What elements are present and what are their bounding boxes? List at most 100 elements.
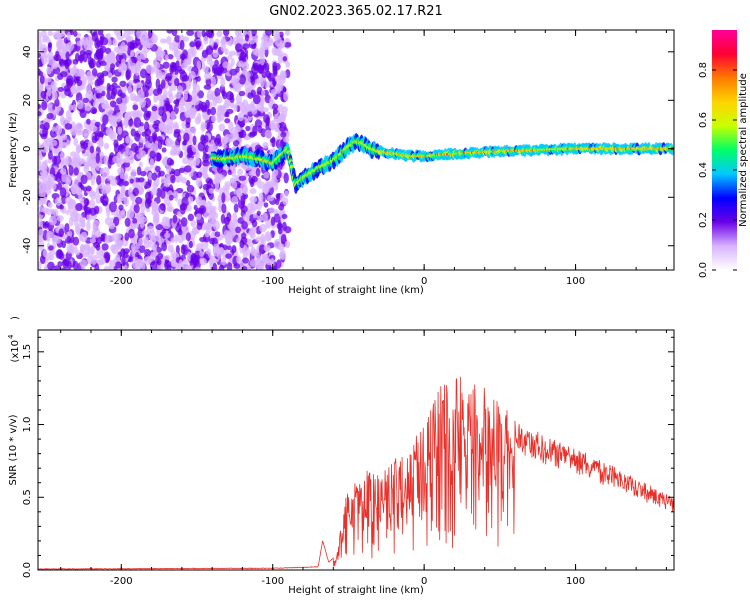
- noise-cell: [170, 110, 176, 121]
- noise-cell: [75, 202, 83, 211]
- noise-cell: [279, 249, 287, 261]
- noise-cell: [161, 147, 167, 153]
- noise-cell: [151, 208, 159, 216]
- noise-cell: [153, 93, 158, 103]
- noise-cell: [135, 82, 143, 89]
- noise-cell: [64, 62, 69, 69]
- noise-cell: [91, 135, 98, 144]
- noise-cell: [88, 191, 96, 198]
- noise-cell: [260, 104, 265, 114]
- noise-cell: [100, 233, 106, 242]
- noise-cell: [152, 247, 158, 259]
- noise-cell: [163, 185, 171, 192]
- noise-cell: [200, 121, 208, 130]
- noise-cell: [47, 87, 52, 97]
- noise-cell: [114, 142, 120, 154]
- noise-cell: [191, 126, 197, 136]
- noise-cell: [108, 115, 115, 123]
- noise-cell: [225, 237, 231, 247]
- noise-cell: [66, 243, 73, 254]
- noise-cell: [129, 178, 134, 184]
- noise-cell: [173, 129, 181, 135]
- noise-cell: [115, 261, 122, 269]
- noise-cell: [53, 109, 60, 116]
- noise-cell: [64, 88, 72, 97]
- noise-cell: [261, 89, 266, 97]
- noise-cell: [119, 46, 127, 53]
- x-tick-label: 0: [421, 276, 427, 287]
- noise-cell: [101, 187, 109, 194]
- noise-cell: [42, 34, 49, 41]
- noise-cell: [38, 31, 42, 42]
- noise-cell: [228, 223, 236, 231]
- noise-cell: [87, 57, 94, 66]
- noise-cell: [270, 88, 277, 98]
- noise-cell: [131, 56, 138, 64]
- noise-cell: [249, 178, 255, 188]
- noise-cell: [167, 203, 173, 212]
- y-tick-label: 1.5: [22, 344, 33, 360]
- noise-cell: [57, 261, 63, 267]
- noise-cell: [56, 215, 64, 222]
- noise-cell: [104, 234, 110, 243]
- noise-cell: [261, 212, 269, 223]
- noise-cell: [186, 56, 192, 66]
- noise-cell: [181, 224, 190, 235]
- noise-cell: [123, 196, 130, 207]
- noise-cell: [271, 122, 280, 131]
- noise-cell: [96, 131, 105, 138]
- noise-cell: [117, 126, 123, 136]
- noise-cell: [272, 66, 278, 76]
- noise-cell: [42, 169, 49, 179]
- noise-cell: [139, 216, 148, 223]
- noise-cell: [199, 257, 207, 266]
- noise-cell: [168, 194, 174, 201]
- noise-cell: [126, 36, 131, 42]
- noise-cell: [61, 259, 70, 268]
- noise-cell: [46, 66, 52, 75]
- noise-cell: [226, 262, 233, 270]
- noise-cell: [53, 265, 61, 270]
- noise-cell: [191, 142, 198, 153]
- noise-cell: [65, 109, 72, 120]
- noise-cell: [136, 89, 145, 101]
- noise-cell: [67, 201, 72, 212]
- noise-cell: [281, 221, 287, 231]
- x-tick-label: -100: [261, 576, 284, 587]
- noise-cell: [88, 75, 96, 81]
- noise-cell: [170, 174, 176, 184]
- noise-cell: [85, 84, 92, 94]
- noise-cell: [212, 64, 219, 72]
- noise-cell: [203, 35, 209, 45]
- noise-cell: [97, 30, 104, 36]
- noise-cell: [111, 76, 118, 83]
- noise-cell: [135, 196, 143, 205]
- noise-cell: [159, 121, 166, 132]
- noise-cell: [150, 187, 158, 196]
- noise-cell: [182, 144, 187, 151]
- noise-cell: [256, 210, 261, 216]
- noise-cell: [214, 231, 221, 238]
- noise-cell: [47, 202, 53, 208]
- noise-cell: [275, 82, 282, 94]
- colorbar-tick-label: 0.8: [698, 62, 709, 78]
- noise-cell: [93, 241, 100, 249]
- noise-cell: [180, 97, 186, 106]
- noise-cell: [237, 231, 243, 241]
- noise-cell: [102, 114, 109, 125]
- noise-cell: [64, 123, 73, 130]
- noise-cell: [91, 254, 98, 266]
- noise-cell: [113, 30, 121, 36]
- noise-cell: [145, 42, 153, 49]
- y-tick-label: -40: [22, 238, 33, 254]
- noise-cell: [104, 54, 113, 64]
- noise-cell: [115, 253, 121, 262]
- noise-cell: [233, 263, 241, 269]
- noise-cell: [121, 256, 126, 267]
- y-tick-label: 1.0: [22, 417, 33, 433]
- noise-cell: [232, 140, 240, 147]
- noise-cell: [273, 213, 281, 223]
- noise-cell: [130, 243, 136, 251]
